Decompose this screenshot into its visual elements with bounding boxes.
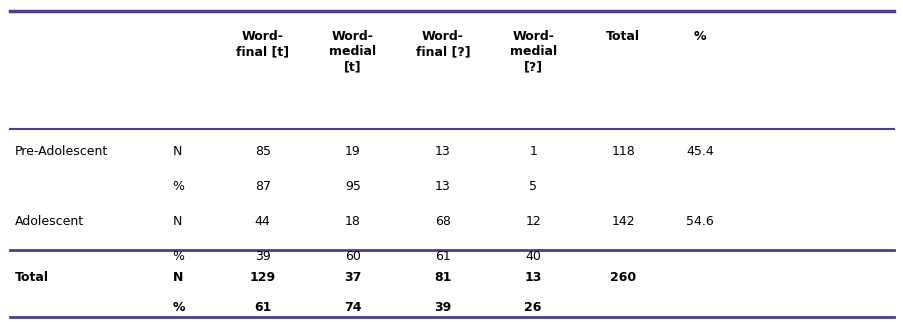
Text: N: N: [172, 271, 182, 284]
Text: 45.4: 45.4: [685, 145, 713, 158]
Text: 129: 129: [249, 271, 275, 284]
Text: 95: 95: [345, 180, 360, 193]
Text: 13: 13: [434, 145, 451, 158]
Text: 61: 61: [434, 251, 451, 263]
Text: 40: 40: [525, 251, 541, 263]
Text: 260: 260: [610, 271, 636, 284]
Text: 54.6: 54.6: [685, 215, 713, 228]
Text: 142: 142: [610, 215, 634, 228]
Text: 12: 12: [525, 215, 540, 228]
Text: %: %: [172, 180, 184, 193]
Text: Word-
final [?]: Word- final [?]: [415, 30, 470, 58]
Text: 13: 13: [434, 180, 451, 193]
Text: 18: 18: [345, 215, 360, 228]
Text: %: %: [172, 301, 185, 315]
Text: Word-
medial
[?]: Word- medial [?]: [509, 30, 556, 73]
Text: N: N: [172, 145, 182, 158]
Text: 5: 5: [528, 180, 536, 193]
Text: Word-
final [t]: Word- final [t]: [236, 30, 289, 58]
Text: 13: 13: [524, 271, 541, 284]
Text: 39: 39: [255, 251, 270, 263]
Text: 74: 74: [344, 301, 361, 315]
Text: %: %: [172, 251, 184, 263]
Text: %: %: [693, 30, 705, 43]
Text: 60: 60: [345, 251, 360, 263]
Text: Adolescent: Adolescent: [14, 215, 84, 228]
Text: Total: Total: [606, 30, 639, 43]
Text: 19: 19: [345, 145, 360, 158]
Text: 1: 1: [528, 145, 536, 158]
Text: 37: 37: [344, 271, 361, 284]
Text: Pre-Adolescent: Pre-Adolescent: [14, 145, 108, 158]
Text: 68: 68: [434, 215, 451, 228]
Text: 39: 39: [433, 301, 452, 315]
Text: 61: 61: [254, 301, 271, 315]
Text: 81: 81: [433, 271, 452, 284]
Text: Total: Total: [14, 271, 49, 284]
Text: 87: 87: [255, 180, 270, 193]
Text: N: N: [172, 215, 182, 228]
Text: 26: 26: [524, 301, 541, 315]
Text: Word-
medial
[t]: Word- medial [t]: [329, 30, 376, 73]
Text: 118: 118: [610, 145, 635, 158]
Text: 85: 85: [255, 145, 270, 158]
Text: 44: 44: [255, 215, 270, 228]
